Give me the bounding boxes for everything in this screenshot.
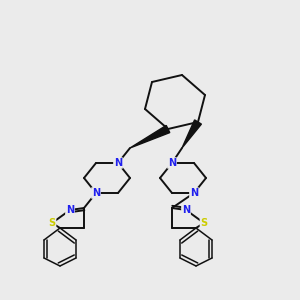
Text: S: S bbox=[48, 218, 56, 228]
Text: S: S bbox=[200, 218, 208, 228]
Text: N: N bbox=[190, 188, 198, 198]
Text: N: N bbox=[66, 205, 74, 215]
Text: N: N bbox=[168, 158, 176, 168]
Text: N: N bbox=[114, 158, 122, 168]
Polygon shape bbox=[182, 120, 201, 148]
Polygon shape bbox=[130, 125, 170, 148]
Text: N: N bbox=[92, 188, 100, 198]
Text: N: N bbox=[182, 205, 190, 215]
